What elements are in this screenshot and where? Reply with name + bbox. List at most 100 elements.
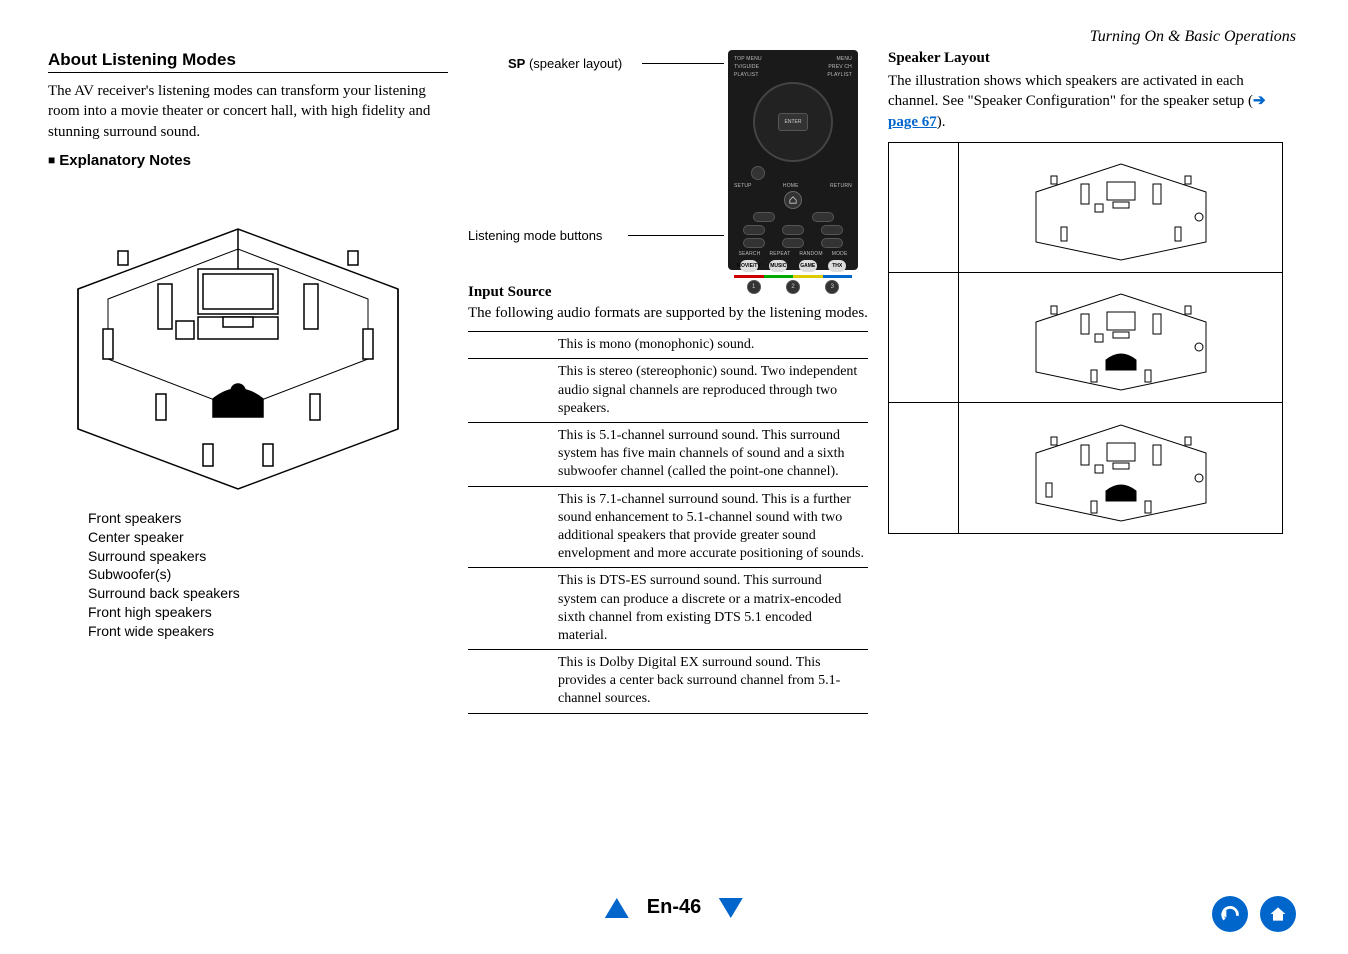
list-item: Surround speakers [88,547,448,566]
remote-lbl: PLAYLIST [827,72,852,78]
room-illustration [48,199,418,499]
transport-button [753,212,775,222]
intro-text: The AV receiver's listening modes can tr… [48,81,448,142]
remote-lbl: MODE [832,251,848,257]
leader-line [628,235,724,236]
layout-label-cell [889,143,959,272]
sp-rest: (speaker layout) [525,56,622,71]
list-item: Front high speakers [88,603,448,622]
prev-page-icon[interactable] [605,898,629,918]
table-row: This is stereo (stereophonic) sound. Two… [468,359,868,423]
cell: This is Dolby Digital EX surround sound.… [554,650,868,714]
transport-button [743,225,765,235]
remote-lbl: REPEAT [770,251,791,257]
blue-key [823,275,853,278]
remote-lbl: SETUP [734,183,752,189]
page-number: En-46 [647,896,701,919]
list-item: Subwoofer(s) [88,565,448,584]
dpad: ENTER [753,82,833,162]
breadcrumb: Turning On & Basic Operations [1090,28,1296,46]
leader-line [642,63,724,64]
list-item: Center speaker [88,528,448,547]
mode-button: MOVIE/TV [740,260,758,272]
transport-button [821,225,843,235]
table-row: This is Dolby Digital EX surround sound.… [468,650,868,714]
table-row: This is DTS-ES surround sound. This surr… [468,568,868,650]
mini-room-icon [1021,413,1221,523]
sp-bold: SP [508,56,525,71]
layout-label-cell [889,403,959,533]
yellow-key [793,275,823,278]
green-key [764,275,794,278]
remote-lbl: SEARCH [738,251,760,257]
page-link[interactable]: page 67 [888,114,937,130]
num-button: 1 [747,280,761,294]
layout-diagram-cell [959,273,1282,402]
cell: This is DTS-ES surround sound. This surr… [554,568,868,650]
mode-button: THX [828,260,846,272]
remote-lbl: RETURN [830,183,852,189]
cell: This is 7.1-channel surround sound. This… [554,486,868,568]
remote-lbl: MENU [836,56,852,62]
next-page-icon[interactable] [719,898,743,918]
listening-mode-label: Listening mode buttons [468,228,602,243]
table-row: This is 7.1-channel surround sound. This… [468,486,868,568]
section-title: About Listening Modes [48,50,448,73]
back-button[interactable] [1212,896,1248,932]
column-1: About Listening Modes The AV receiver's … [48,50,448,714]
list-item: Front wide speakers [88,622,448,641]
layout-label-cell [889,273,959,402]
layout-diagram-cell [959,143,1282,272]
transport-button [782,238,804,248]
footer-nav: En-46 [605,896,743,919]
sl-text-pre: The illustration shows which speakers ar… [888,73,1253,109]
home-button[interactable] [1260,896,1296,932]
content-columns: About Listening Modes The AV receiver's … [48,50,1300,714]
color-bar [734,275,852,278]
transport-button [743,238,765,248]
remote-lbl: PLAYLIST [734,72,759,78]
mode-button: GAME [799,260,817,272]
table-row: This is 5.1-channel surround sound. This… [468,423,868,487]
num-button: 2 [786,280,800,294]
speaker-list: Front speakers Center speaker Surround s… [88,509,448,641]
remote-diagram: SP (speaker layout) Listening mode butto… [468,50,868,270]
enter-button: ENTER [778,113,808,131]
sl-text-post: ). [937,114,946,130]
q-button [751,166,765,180]
audio-format-table: This is mono (monophonic) sound. This is… [468,331,868,713]
home-button [784,191,802,209]
table-row: This is mono (monophonic) sound. [468,332,868,359]
remote-lbl: TV/GUIDE [734,64,759,70]
layout-row [889,273,1282,403]
transport-button [821,238,843,248]
mini-room-icon [1021,152,1221,262]
cell: This is mono (monophonic) sound. [554,332,868,359]
list-item: Surround back speakers [88,584,448,603]
column-2: SP (speaker layout) Listening mode butto… [468,50,868,714]
cell: This is stereo (stereophonic) sound. Two… [554,359,868,423]
footer-right-nav [1212,896,1296,932]
layout-diagram-cell [959,403,1282,533]
column-3: Speaker Layout The illustration shows wh… [888,50,1283,714]
mini-room-icon [1021,282,1221,392]
remote-lbl: HOME [783,183,799,189]
list-item: Front speakers [88,509,448,528]
transport-button [782,225,804,235]
page-footer: En-46 [0,896,1348,936]
input-source-intro: The following audio formats are supporte… [468,303,868,323]
speaker-layout-text: The illustration shows which speakers ar… [888,71,1283,132]
layout-row [889,403,1282,533]
remote-lbl: TOP MENU [734,56,762,62]
layout-row [889,143,1282,273]
speaker-layout-heading: Speaker Layout [888,50,1283,67]
red-key [734,275,764,278]
remote-lbl: RANDOM [799,251,822,257]
cell: This is 5.1-channel surround sound. This… [554,423,868,487]
mode-button: MUSIC [769,260,787,272]
arrow-icon: ➔ [1253,93,1266,109]
sp-label: SP (speaker layout) [508,56,622,71]
speaker-layout-table [888,142,1283,534]
num-button: 3 [825,280,839,294]
remote-lbl: PREV CH [828,64,852,70]
